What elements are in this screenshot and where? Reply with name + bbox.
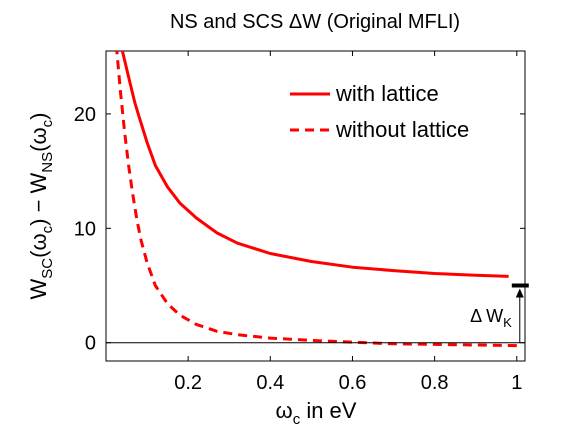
y-tick-label: 10 [74, 218, 96, 240]
y-axis-label: WSC(ωc) − WNS(ωc) [26, 113, 56, 300]
x-tick-label: 0.6 [339, 372, 367, 394]
y-tick-label: 0 [85, 333, 96, 355]
series-group [106, 51, 525, 348]
x-axis-label-rest: in eV [300, 398, 357, 423]
y-axis-label-part: SC [39, 258, 56, 279]
delta-wk-label: Δ WK [470, 306, 512, 330]
series-with-lattice [120, 51, 509, 278]
y-axis-label-part: NS [39, 152, 56, 173]
y-tick-label: 20 [74, 104, 96, 126]
y-axis-label-part: (ω [26, 127, 51, 152]
y-axis-label-part: c [39, 119, 56, 127]
plot-frame [105, 50, 526, 362]
x-tick-label: 1 [511, 372, 522, 394]
axis-ticks [106, 51, 525, 361]
x-tick-label: 0.4 [256, 372, 284, 394]
y-axis-label-part: ) − W [26, 172, 51, 225]
delta-wk-label-sub: K [503, 315, 512, 330]
legend-label: with lattice [335, 81, 439, 106]
y-axis-label-part: (ω [26, 233, 51, 258]
y-axis-label-part: W [26, 278, 51, 299]
delta-wk-label-main: Δ W [470, 306, 503, 326]
x-tick-label: 0.2 [174, 372, 202, 394]
y-axis-label-part: c [39, 225, 56, 233]
x-axis-label: ωc in eV [276, 398, 357, 428]
x-axis-label-sub: c [293, 411, 301, 428]
legend-label: without lattice [335, 117, 469, 142]
series-without-lattice [115, 51, 517, 348]
delta-wk-arrowhead [515, 288, 524, 298]
x-axis-label-main: ω [276, 398, 293, 423]
delta-wk-annotation: Δ WK [470, 283, 529, 343]
legend: with lattice without lattice [290, 81, 469, 142]
y-axis-label-part: ) [26, 113, 51, 120]
x-tick-label: 0.8 [421, 372, 449, 394]
chart-title: NS and SCS ΔW (Original MFLI) [170, 11, 460, 33]
